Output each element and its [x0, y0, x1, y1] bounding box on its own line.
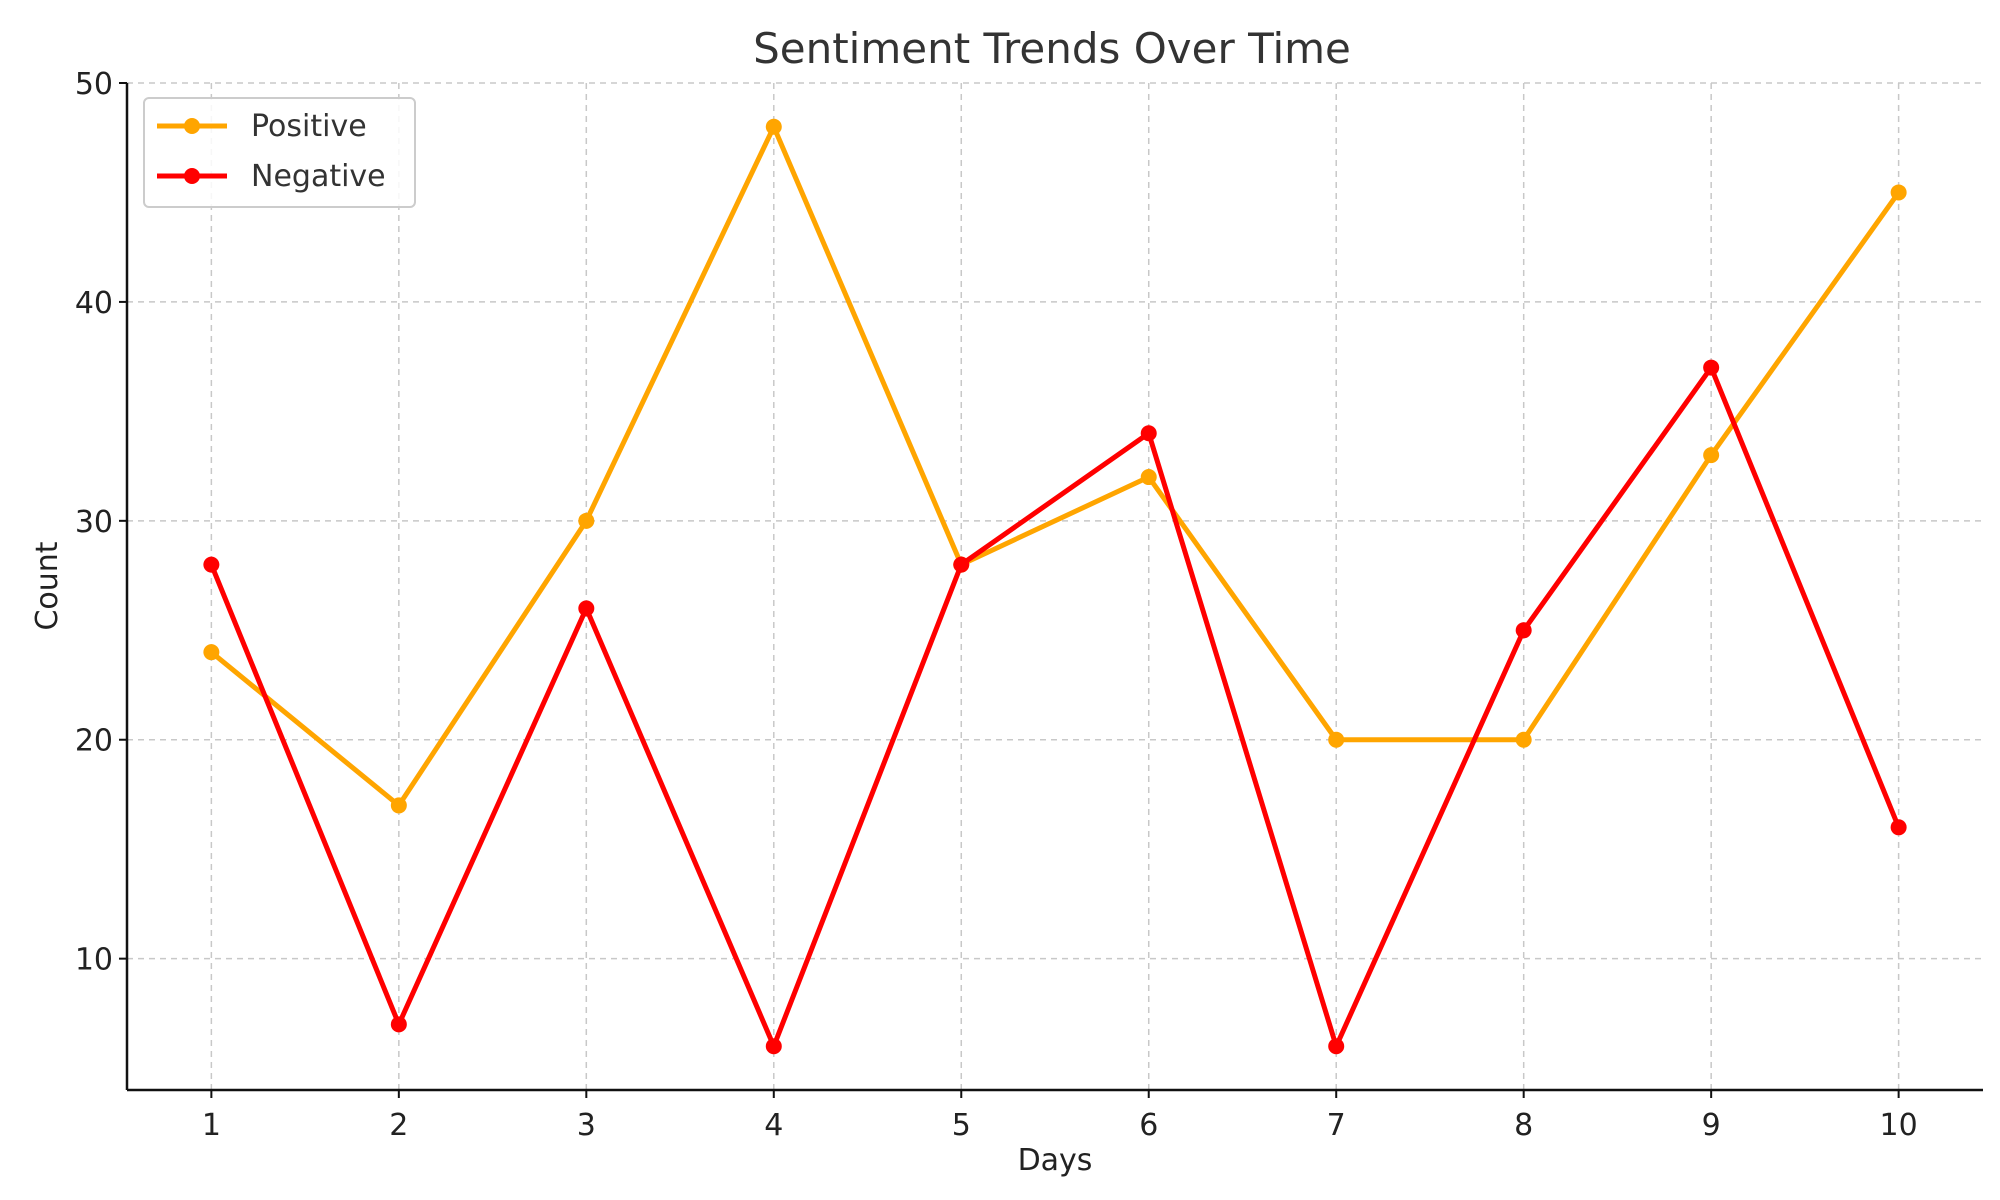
chart-title: Sentiment Trends Over Time	[753, 24, 1351, 73]
data-point-positive	[1890, 184, 1907, 201]
data-point-positive	[578, 512, 595, 529]
x-tick-label: 10	[1880, 1108, 1918, 1143]
legend-label-negative: Negative	[251, 159, 386, 194]
y-axis-label: Count	[30, 541, 65, 630]
data-point-negative	[1140, 425, 1157, 442]
data-point-positive	[390, 797, 407, 814]
y-tick-label: 40	[75, 286, 113, 321]
data-point-positive	[1703, 447, 1720, 464]
data-point-positive	[1515, 731, 1532, 748]
grid-lines	[127, 82, 1983, 1090]
x-tick-label: 4	[764, 1108, 783, 1143]
x-tick-label: 2	[389, 1108, 408, 1143]
data-point-negative	[953, 556, 970, 573]
data-point-negative	[578, 600, 595, 617]
data-point-positive	[765, 118, 782, 135]
legend: Positive Negative	[143, 97, 416, 208]
legend-marker-positive	[184, 118, 200, 134]
x-tick-label: 3	[577, 1108, 596, 1143]
data-point-negative	[1703, 359, 1720, 376]
data-point-negative	[1890, 819, 1907, 836]
data-point-negative	[1328, 1038, 1345, 1055]
axes	[125, 83, 1983, 1092]
data-point-negative	[390, 1016, 407, 1033]
y-tick-label: 50	[75, 67, 113, 102]
y-tick-label: 30	[75, 505, 113, 540]
x-tick-label: 6	[1139, 1108, 1158, 1143]
legend-label-positive: Positive	[251, 109, 367, 144]
series-line-positive	[208, 124, 1902, 808]
data-point-negative	[765, 1038, 782, 1055]
legend-marker-negative	[184, 168, 200, 184]
data-point-negative	[1515, 622, 1532, 639]
x-tick-label: 5	[952, 1108, 971, 1143]
x-tick-label: 7	[1327, 1108, 1346, 1143]
x-tick-label: 9	[1702, 1108, 1721, 1143]
data-point-positive	[1140, 469, 1157, 486]
y-tick-label: 20	[75, 724, 113, 759]
x-tick-label: 1	[202, 1108, 221, 1143]
x-axis-label: Days	[1018, 1143, 1093, 1178]
axis-ticks: 1 2 3 4 5 6 7 8 9 10 10 20 30 40 50	[75, 67, 1918, 1143]
data-series	[203, 118, 1907, 1055]
data-point-negative	[203, 556, 220, 573]
data-point-positive	[203, 644, 220, 661]
y-tick-label: 10	[75, 943, 113, 978]
data-point-positive	[1328, 731, 1345, 748]
series-line-negative	[208, 365, 1902, 1049]
x-tick-label: 8	[1514, 1108, 1533, 1143]
